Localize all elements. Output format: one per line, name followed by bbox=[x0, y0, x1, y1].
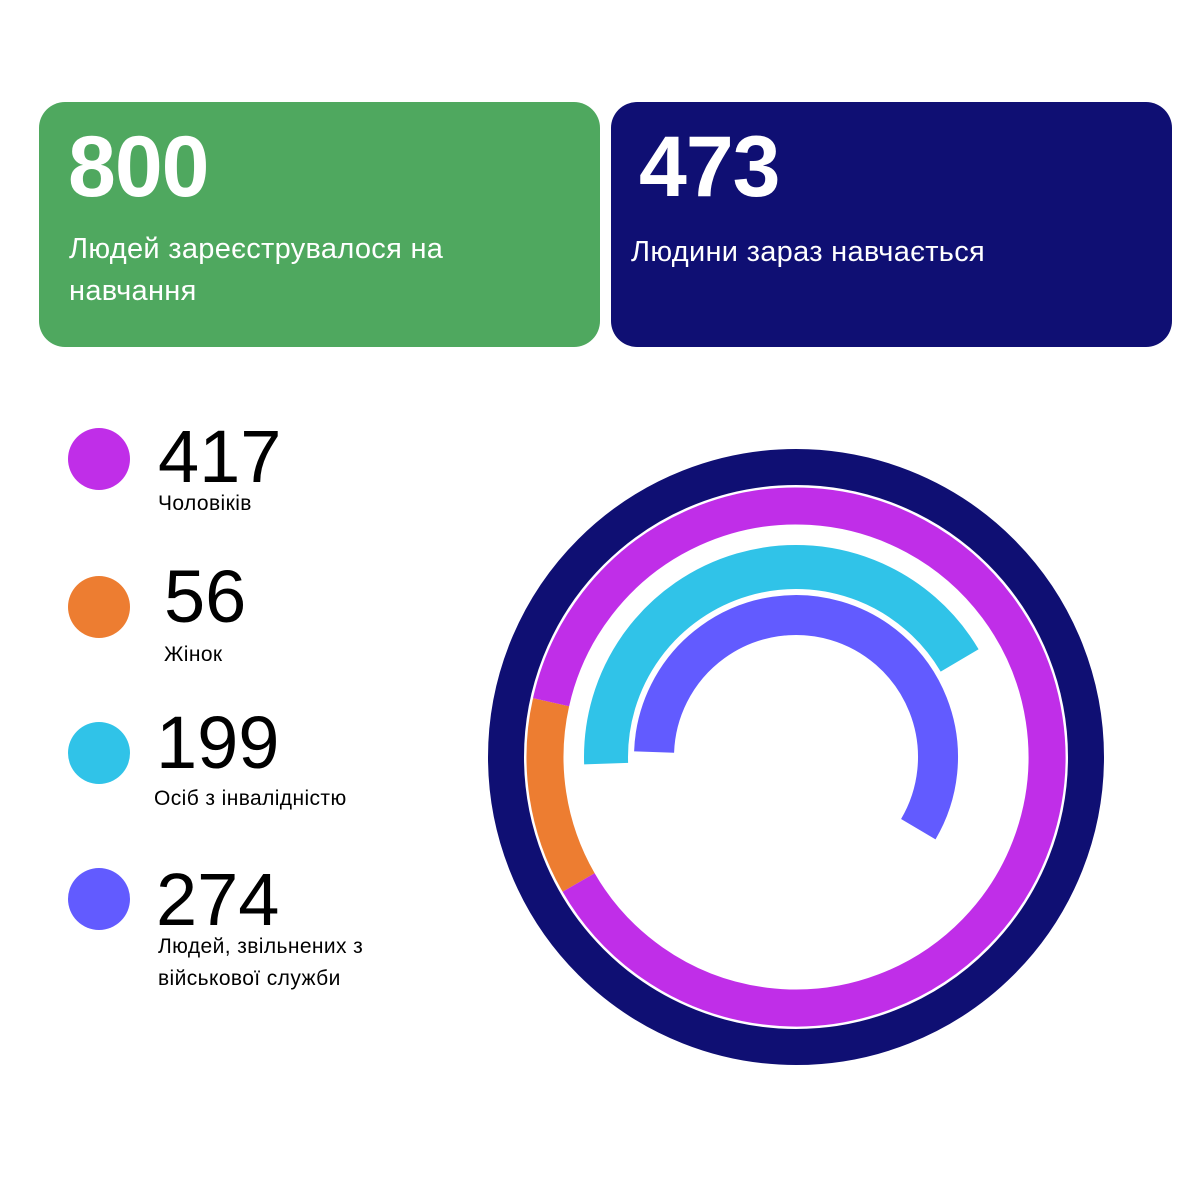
chart-arc-disability bbox=[584, 545, 979, 765]
registered-label: Людей зареєструвалося на навчання bbox=[69, 233, 444, 307]
chart-arc-men bbox=[533, 487, 1066, 1027]
registered-card: 800 Людей зареєструвалося на навчання bbox=[39, 102, 600, 347]
chart-ring-total bbox=[488, 449, 1104, 1065]
chart-arc-women bbox=[526, 698, 595, 892]
legend-number-women: 56 bbox=[164, 555, 247, 638]
legend-label-men: Чоловіків bbox=[158, 492, 252, 515]
legend-dot-veterans bbox=[68, 868, 130, 930]
legend-item-disability: 199 Осіб з інвалідністю bbox=[68, 706, 488, 860]
legend-number-veterans: 274 bbox=[156, 858, 280, 941]
legend-item-women: 56 Жінок bbox=[68, 560, 488, 714]
legend-item-veterans: 274 Людей, звільнених з військової служб… bbox=[68, 863, 488, 1010]
studying-count: 473 bbox=[639, 119, 780, 215]
chart-arc-veterans bbox=[634, 595, 958, 840]
legend-number-men: 417 bbox=[158, 415, 282, 498]
registered-count: 800 bbox=[68, 119, 209, 215]
legend-dot-disability bbox=[68, 722, 130, 784]
legend-dot-men bbox=[68, 428, 130, 490]
studying-label: Людини зараз навчається bbox=[631, 236, 986, 268]
legend-item-men: 417 Чоловіків bbox=[68, 420, 488, 566]
legend-label-women: Жінок bbox=[164, 643, 223, 666]
legend-label-veterans: Людей, звільнених з військової служби bbox=[158, 935, 364, 990]
legend-dot-women bbox=[68, 576, 130, 638]
legend-label-disability: Осіб з інвалідністю bbox=[154, 787, 347, 810]
legend-number-disability: 199 bbox=[156, 701, 280, 784]
studying-card: 473 Людини зараз навчається bbox=[611, 102, 1172, 347]
